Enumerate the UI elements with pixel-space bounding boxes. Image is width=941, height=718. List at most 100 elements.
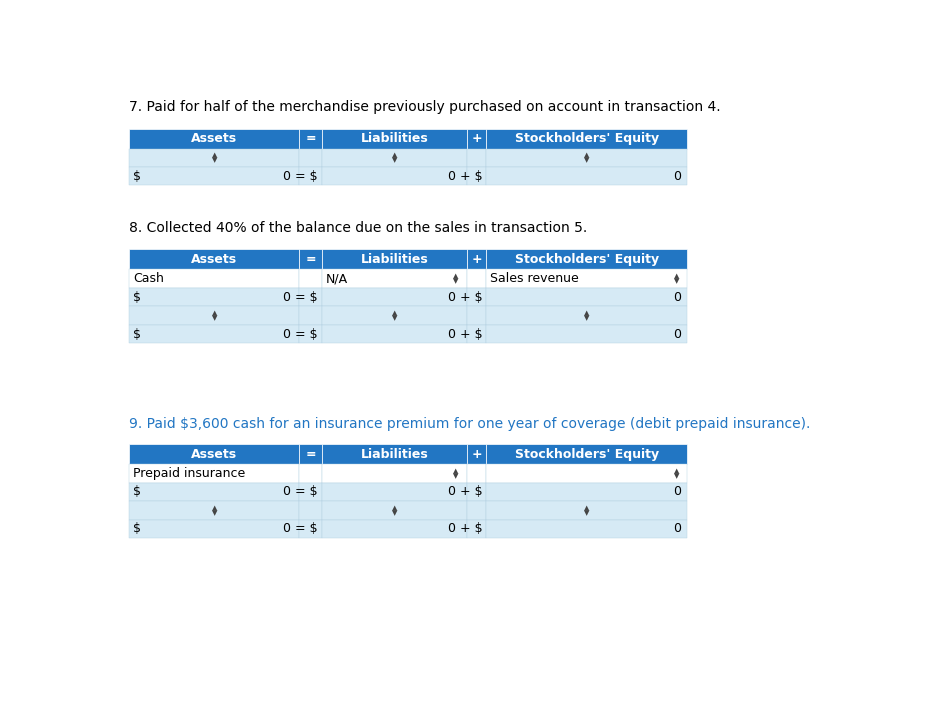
Text: Cash: Cash: [133, 272, 164, 285]
Bar: [486, 129, 687, 149]
Bar: [322, 149, 467, 167]
Text: $: $: [133, 291, 141, 304]
Bar: [299, 444, 322, 465]
Bar: [322, 501, 467, 520]
Text: 0 = $: 0 = $: [283, 169, 318, 183]
Bar: [467, 129, 486, 149]
Bar: [467, 249, 486, 269]
Bar: [486, 167, 687, 185]
Text: Stockholders' Equity: Stockholders' Equity: [515, 253, 659, 266]
Text: Stockholders' Equity: Stockholders' Equity: [515, 132, 659, 145]
Text: Liabilities: Liabilities: [360, 448, 428, 461]
Text: 8. Collected 40% of the balance due on the sales in transaction 5.: 8. Collected 40% of the balance due on t…: [129, 221, 587, 235]
Bar: [299, 482, 322, 501]
Bar: [467, 444, 486, 465]
Text: +: +: [471, 253, 482, 266]
Text: =: =: [305, 253, 316, 266]
Text: =: =: [305, 132, 316, 145]
Bar: [467, 167, 486, 185]
Bar: [129, 288, 299, 307]
Bar: [467, 149, 486, 167]
Bar: [299, 167, 322, 185]
Bar: [322, 288, 467, 307]
Bar: [129, 444, 299, 465]
Bar: [467, 465, 486, 482]
Text: ▲
▼: ▲ ▼: [391, 152, 397, 164]
Text: $: $: [133, 523, 141, 536]
Bar: [467, 307, 486, 325]
Text: ▲
▼: ▲ ▼: [674, 467, 679, 479]
Text: 0: 0: [673, 485, 681, 498]
Text: ▲
▼: ▲ ▼: [674, 273, 679, 284]
Text: 0: 0: [673, 523, 681, 536]
Text: 0: 0: [673, 327, 681, 340]
Bar: [129, 501, 299, 520]
Bar: [299, 149, 322, 167]
Text: ▲
▼: ▲ ▼: [454, 467, 458, 479]
Bar: [129, 249, 299, 269]
Text: +: +: [471, 448, 482, 461]
Text: ▲
▼: ▲ ▼: [212, 152, 217, 164]
Text: $: $: [133, 485, 141, 498]
Text: Assets: Assets: [191, 253, 237, 266]
Bar: [299, 288, 322, 307]
Bar: [129, 129, 299, 149]
Bar: [299, 249, 322, 269]
Bar: [322, 444, 467, 465]
Bar: [322, 325, 467, 343]
Bar: [129, 520, 299, 538]
Text: 0 = $: 0 = $: [283, 485, 318, 498]
Bar: [486, 444, 687, 465]
Text: ▲
▼: ▲ ▼: [212, 310, 217, 322]
Bar: [129, 465, 299, 482]
Bar: [129, 307, 299, 325]
Bar: [467, 520, 486, 538]
Bar: [129, 482, 299, 501]
Text: +: +: [471, 132, 482, 145]
Bar: [322, 520, 467, 538]
Bar: [322, 249, 467, 269]
Text: 0 = $: 0 = $: [283, 291, 318, 304]
Text: Assets: Assets: [191, 448, 237, 461]
Bar: [322, 307, 467, 325]
Bar: [486, 288, 687, 307]
Text: 0: 0: [673, 291, 681, 304]
Text: Assets: Assets: [191, 132, 237, 145]
Text: 0 + $: 0 + $: [448, 169, 483, 183]
Text: ▲
▼: ▲ ▼: [212, 505, 217, 516]
Text: 0 + $: 0 + $: [448, 291, 483, 304]
Text: Liabilities: Liabilities: [360, 132, 428, 145]
Bar: [322, 129, 467, 149]
Bar: [299, 129, 322, 149]
Bar: [486, 149, 687, 167]
Bar: [322, 482, 467, 501]
Text: Stockholders' Equity: Stockholders' Equity: [515, 448, 659, 461]
Bar: [467, 501, 486, 520]
Bar: [486, 520, 687, 538]
Text: ▲
▼: ▲ ▼: [391, 505, 397, 516]
Text: Prepaid insurance: Prepaid insurance: [133, 467, 246, 480]
Text: ▲
▼: ▲ ▼: [454, 273, 458, 284]
Text: 9. Paid $3,600 cash for an insurance premium for one year of coverage (debit pre: 9. Paid $3,600 cash for an insurance pre…: [129, 417, 810, 432]
Text: ▲
▼: ▲ ▼: [584, 310, 589, 322]
Bar: [129, 167, 299, 185]
Bar: [486, 501, 687, 520]
Bar: [486, 249, 687, 269]
Bar: [299, 501, 322, 520]
Bar: [322, 167, 467, 185]
Bar: [467, 325, 486, 343]
Text: Sales revenue: Sales revenue: [490, 272, 579, 285]
Text: ▲
▼: ▲ ▼: [584, 152, 589, 164]
Bar: [486, 325, 687, 343]
Bar: [467, 482, 486, 501]
Text: $: $: [133, 169, 141, 183]
Text: 0: 0: [673, 169, 681, 183]
Bar: [467, 288, 486, 307]
Bar: [322, 269, 467, 288]
Bar: [299, 520, 322, 538]
Bar: [129, 269, 299, 288]
Bar: [322, 465, 467, 482]
Bar: [129, 325, 299, 343]
Text: Liabilities: Liabilities: [360, 253, 428, 266]
Bar: [299, 269, 322, 288]
